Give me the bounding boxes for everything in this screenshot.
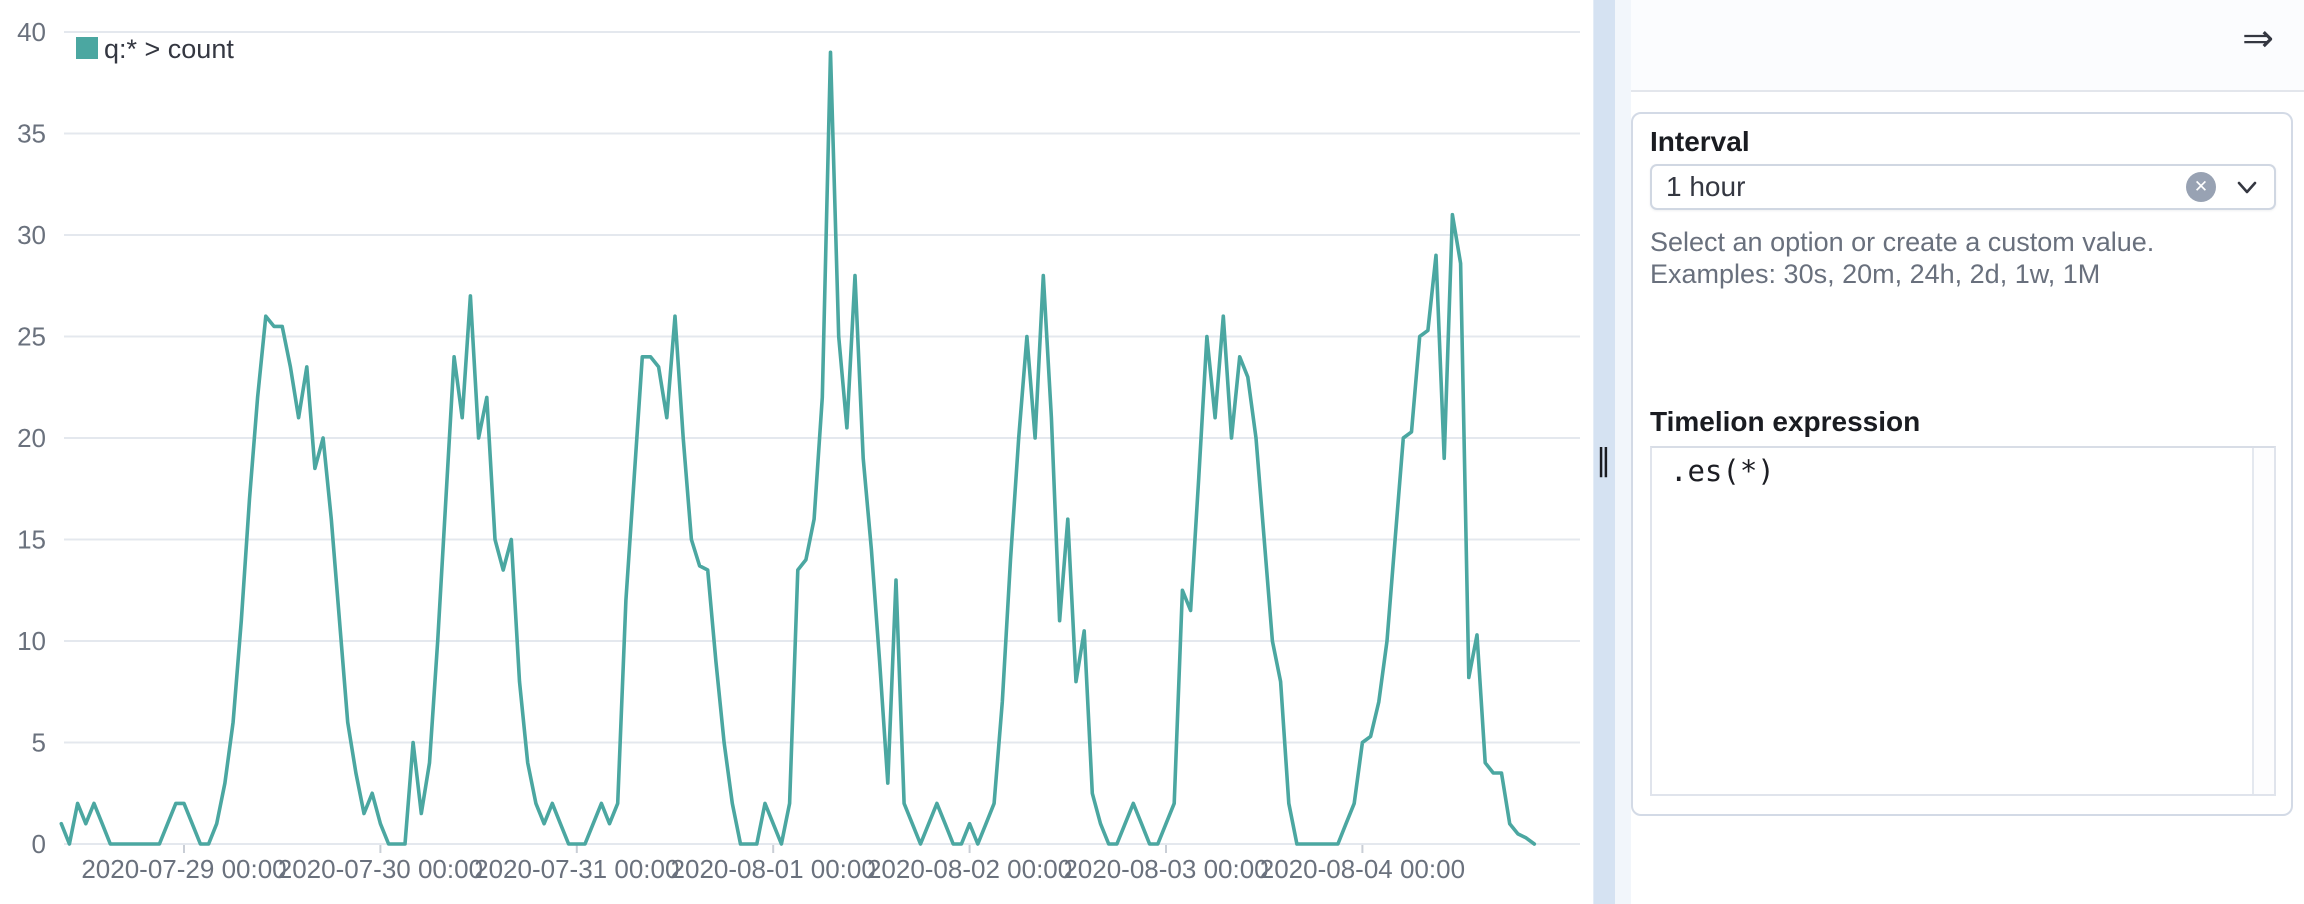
- y-axis-tick-label: 15: [17, 525, 46, 555]
- y-axis-tick-label: 40: [17, 17, 46, 47]
- resizer-grip-icon: ‖: [1596, 442, 1613, 478]
- legend-label: q:* > count: [104, 34, 234, 64]
- chart-pane: 0 5 10 15 20 25 30 35 40 2020-07-29 00:00 2020-07-…: [0, 0, 1593, 904]
- panel-resizer-handle[interactable]: ‖: [1593, 0, 1615, 904]
- y-axis-tick-label: 30: [17, 220, 46, 250]
- legend-item[interactable]: q:* > count: [76, 34, 234, 64]
- x-axis-tick-label: 2020-08-03 00:00: [1063, 854, 1268, 884]
- editor-scrollbar[interactable]: [2252, 448, 2274, 794]
- config-panel: ⇒ Interval 1 hour ✕ Select an option or …: [1631, 0, 2304, 904]
- interval-help-text: Select an option or create a custom valu…: [1650, 227, 2155, 289]
- x-axis-tick-label: 2020-08-02 00:00: [867, 854, 1072, 884]
- legend-swatch-icon: [76, 37, 98, 59]
- panel-left-gutter: [1615, 0, 1631, 904]
- y-axis-tick-label: 35: [17, 119, 46, 149]
- chevron-down-icon[interactable]: [2230, 170, 2264, 204]
- y-axis-tick-label: 20: [17, 423, 46, 453]
- x-axis-tick-label: 2020-07-31 00:00: [474, 854, 679, 884]
- options-card: Interval 1 hour ✕ Select an option or cr…: [1631, 112, 2293, 816]
- interval-label: Interval: [1650, 126, 1750, 157]
- timelion-expression-code: .es(*): [1670, 454, 1775, 488]
- x-axis-tick-label: 2020-08-04 00:00: [1260, 854, 1465, 884]
- y-axis-tick-label: 5: [32, 728, 46, 758]
- timelion-expression-editor[interactable]: .es(*): [1650, 446, 2276, 796]
- series-line: [59, 50, 1537, 846]
- x-axis-tick-label: 2020-07-29 00:00: [81, 854, 286, 884]
- collapse-panel-icon[interactable]: ⇒: [2232, 12, 2284, 64]
- y-axis-tick-label: 0: [32, 829, 46, 859]
- timelion-expression-label: Timelion expression: [1650, 406, 1921, 437]
- y-axis-tick-label: 10: [17, 626, 46, 656]
- x-axis-tick-label: 2020-08-01 00:00: [671, 854, 876, 884]
- interval-combobox[interactable]: 1 hour ✕: [1650, 164, 2276, 210]
- clear-interval-icon[interactable]: ✕: [2186, 172, 2216, 202]
- x-axis-tick-label: 2020-07-30 00:00: [278, 854, 483, 884]
- y-axis-tick-label: 25: [17, 322, 46, 352]
- panel-header: ⇒: [1631, 0, 2304, 92]
- interval-value: 1 hour: [1666, 171, 1746, 202]
